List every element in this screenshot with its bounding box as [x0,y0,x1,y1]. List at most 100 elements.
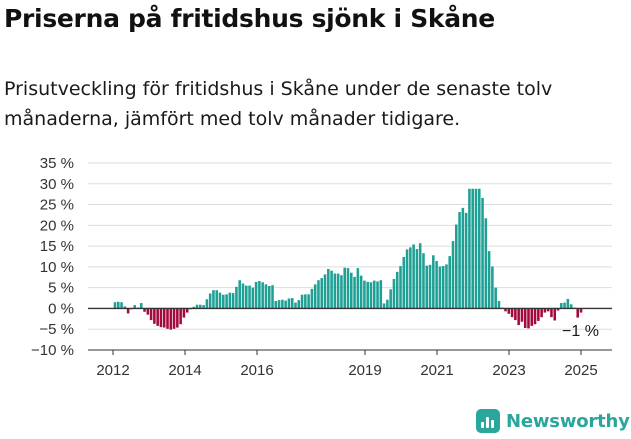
bar [294,302,297,309]
bar [474,188,478,309]
bar [448,256,452,309]
bar [560,303,563,309]
bar [336,273,340,309]
x-tick-label: 2014 [168,362,201,379]
bar [432,255,435,309]
bar [244,285,248,309]
bar [274,300,278,309]
bar [481,197,484,309]
bar [123,306,127,309]
bar [225,294,228,309]
axes: −10 % −5 % 0 % 5 % 10 % 15 % 20 % 25 % 30 % 35 % 2… [31,155,612,379]
bar [205,299,209,309]
bar [156,308,159,326]
bar [425,265,429,309]
bar [415,249,419,309]
bar [458,212,461,309]
bar [441,266,445,309]
bar [464,212,468,309]
bar [514,308,517,321]
bar [491,266,494,309]
bar [366,281,369,309]
bar [113,302,117,309]
bar [392,278,396,309]
x-tick-label: 2012 [96,362,129,379]
bar [382,303,386,309]
bar [304,294,307,309]
bar [199,304,202,309]
bar [159,308,163,328]
bar [117,301,120,309]
bar [504,308,507,312]
bar [139,303,143,309]
bar [281,299,284,309]
bar [537,308,540,321]
bar [208,293,212,309]
bar [169,308,173,330]
bar [487,251,491,309]
bar [215,290,219,309]
bar [497,300,501,309]
bar [556,308,560,311]
bar [540,308,543,318]
y-tick-label: 15 % [40,238,74,255]
bar [402,256,406,309]
bar [438,266,442,309]
bar [235,286,238,309]
y-tick-label: −10 % [31,342,74,359]
bar [359,275,363,309]
bar [372,280,376,309]
bar [327,268,330,309]
bar [412,244,415,309]
bar [409,247,412,309]
brand-name: Newsworthy [506,410,630,432]
last-value-annotation: −1 % [562,323,599,340]
bar [386,299,389,309]
newsworthy-logo: Newsworthy [476,406,630,436]
bar [277,300,281,309]
bar [399,266,402,309]
bar [143,308,146,312]
bar [340,275,343,309]
y-tick-label: 25 % [40,197,74,214]
bar [195,304,199,309]
bar [317,280,320,309]
bar [484,218,488,309]
bar [477,188,481,309]
bar [350,272,353,309]
bar [251,287,255,309]
bar-chart: −10 % −5 % 0 % 5 % 10 % 15 % 20 % 25 % 30 % 35 % 2… [31,155,612,379]
x-tick-label: 2019 [348,362,381,379]
bar [553,308,557,321]
bar [523,308,527,328]
bar [176,308,179,328]
bar [162,308,166,328]
bar [323,274,327,309]
bar [363,280,366,309]
bar [271,285,274,309]
bar [346,268,350,309]
y-tick-label: 35 % [40,155,74,172]
grid-lines [88,162,612,351]
bar [185,308,189,313]
bar [369,282,373,309]
y-tick-label: −5 % [39,321,74,338]
bar [241,283,245,309]
bar [290,298,294,309]
bar [576,308,579,318]
bar [389,289,392,309]
y-tick-label: 30 % [40,176,74,193]
bar [471,188,474,309]
bar [563,302,566,309]
y-tick-label: 20 % [40,217,74,234]
bar [261,282,264,309]
bar [579,308,583,313]
bar [507,308,511,314]
bar [520,308,524,322]
bar [179,308,182,325]
bar [428,264,432,309]
bar [172,308,176,329]
bar [254,281,258,309]
bar [166,308,169,329]
bar [379,280,383,309]
